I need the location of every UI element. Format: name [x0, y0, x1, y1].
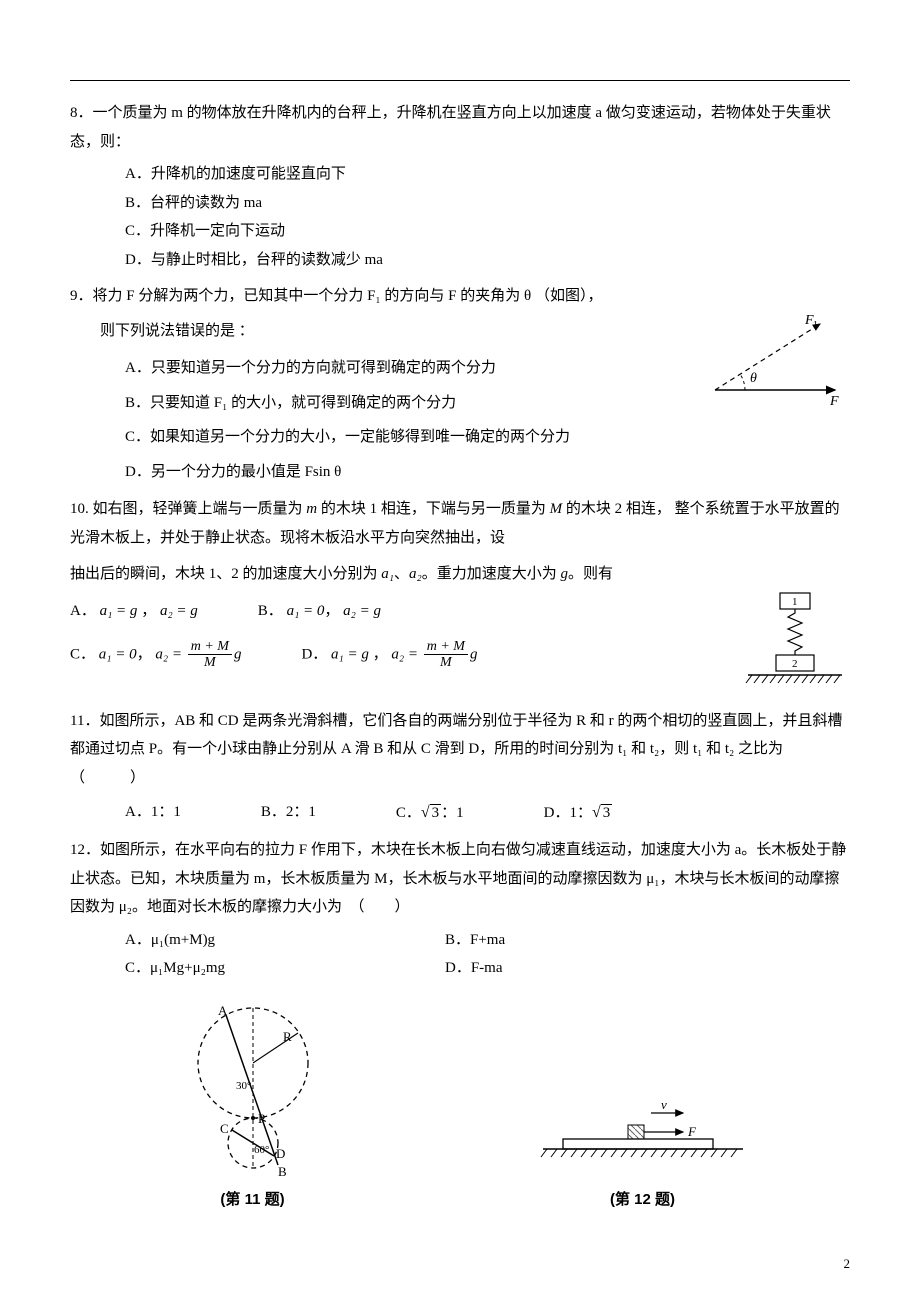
question-9: θ F 1 F 9．将力 F 分解为两个力，已知其中一个分力 F₁ 的方向与 F…: [70, 282, 850, 489]
q10c-c: ，: [137, 646, 152, 662]
question-8: 8．一个质量为 m 的物体放在升降机内的台秤上，升降机在竖直方向上以加速度 a …: [70, 99, 850, 274]
q10-opt-c: C． a₁ = 0， a₂ = m + MMg: [70, 639, 241, 671]
q9-figure: θ F 1 F: [700, 312, 850, 412]
q11c-rad: 3: [430, 804, 442, 821]
q10-m: m: [306, 501, 317, 517]
svg-text:R: R: [283, 1029, 292, 1044]
q11-opt-d: D．1： 3: [544, 798, 613, 828]
q9-stem1: 9．将力 F 分解为两个力，已知其中一个分力 F₁ 的方向与 F 的夹角为 θ …: [70, 282, 850, 311]
q10a-pre: A．: [70, 603, 96, 619]
q10b-a1: a₁ = 0: [287, 603, 325, 619]
caption-12: (第 12 题): [533, 1188, 753, 1209]
q10b-pre: B．: [258, 603, 283, 619]
q11-figure-block: A B C D P R 30° 60° (第 11 题): [168, 993, 338, 1209]
q12-figure-block: v F (第 12 题): [533, 1093, 753, 1209]
q10-l1b: 的木块 1 相连，下端与另一质量为: [317, 501, 550, 517]
q10b-c: ，: [324, 603, 339, 619]
svg-text:A: A: [218, 1003, 228, 1018]
q8-opt-c: C．升降机一定向下运动: [125, 217, 850, 246]
q10-l1a: 10. 如右图，轻弹簧上端与一质量为: [70, 501, 306, 517]
q10-opt-b: B． a₁ = 0， a₂ = g: [258, 597, 381, 626]
svg-text:1: 1: [792, 596, 798, 608]
q10c-pre: C．: [70, 646, 95, 662]
question-11: 11．如图所示，AB 和 CD 是两条光滑斜槽，它们各自的两端分别位于半径为 R…: [70, 707, 850, 829]
q10a-c: ，: [137, 603, 156, 619]
q10-l1c: 的木块 2 相连，: [562, 501, 671, 517]
q8-options: A．升降机的加速度可能竖直向下 B．台秤的读数为 ma C．升降机一定向下运动 …: [70, 160, 850, 274]
q12-opt-b: B．F+ma: [445, 926, 505, 955]
svg-text:P: P: [258, 1111, 265, 1126]
q10d-num: m + M: [424, 639, 468, 655]
svg-text:θ: θ: [750, 371, 757, 386]
q10c-g: g: [234, 646, 242, 662]
q8-opt-a: A．升降机的加速度可能竖直向下: [125, 160, 850, 189]
top-rule: [70, 80, 850, 81]
svg-text:2: 2: [792, 658, 798, 670]
q10-options: A． a₁ = g ， a₂ = g B． a₁ = 0， a₂ = g C． …: [70, 597, 850, 671]
q8-stem: 8．一个质量为 m 的物体放在升降机内的台秤上，升降机在竖直方向上以加速度 a …: [70, 99, 850, 156]
q11-opt-b: B．2：1: [261, 798, 316, 828]
svg-text:F: F: [829, 394, 839, 407]
svg-text:v: v: [661, 1097, 667, 1112]
q8-opt-b: B．台秤的读数为 ma: [125, 189, 850, 218]
svg-text:D: D: [276, 1146, 285, 1161]
q10c-den: M: [188, 655, 232, 670]
q9-opt-c: C．如果知道另一个分力的大小，一定能够得到唯一确定的两个分力: [125, 420, 850, 455]
q12-options: A．μ₁(m+M)g B．F+ma C．μ₁Mg+μ₂mg D．F-ma: [70, 926, 850, 983]
q12-opt-a: A．μ₁(m+M)g: [125, 926, 445, 955]
caption-11: (第 11 题): [168, 1188, 338, 1209]
q11c-pre: C．: [396, 805, 421, 821]
q10b-a2: a₂ = g: [343, 603, 381, 619]
q11-opt-c: C． 3：1: [396, 798, 464, 828]
q12-figure: v F: [533, 1093, 753, 1183]
q10-sep: 、: [394, 566, 409, 582]
q10-M: M: [550, 501, 563, 517]
q10c-a1: a₁ = 0: [99, 646, 137, 662]
q11-stem: 11．如图所示，AB 和 CD 是两条光滑斜槽，它们各自的两端分别位于半径为 R…: [70, 707, 850, 793]
q10-stem2: 抽出后的瞬间，木块 1、2 的加速度大小分别为 a₁、a₂。重力加速度大小为 g…: [70, 560, 850, 589]
q10-figure: 1 2: [740, 587, 850, 697]
q10-g: g: [560, 566, 568, 582]
figures-row: A B C D P R 30° 60° (第 11 题): [70, 993, 850, 1209]
q12-stem: 12．如图所示，在水平向右的拉力 F 作用下，木块在长木板上向右做匀减速直线运动…: [70, 836, 850, 922]
q11-options: A．1：1 B．2：1 C．3：1 D．1：3: [70, 798, 850, 828]
q9-opt-d: D．另一个分力的最小值是 Fsin θ: [125, 455, 850, 490]
svg-text:1: 1: [813, 320, 818, 331]
question-12: 12．如图所示，在水平向右的拉力 F 作用下，木块在长木板上向右做匀减速直线运动…: [70, 836, 850, 983]
q10c-lhs: a₂ =: [155, 646, 185, 662]
svg-text:C: C: [220, 1121, 229, 1136]
q10-stem: 10. 如右图，轻弹簧上端与一质量为 m 的木块 1 相连，下端与另一质量为 M…: [70, 495, 850, 552]
q10d-pre: D．: [301, 646, 327, 662]
q10-opt-d: D． a₁ = g ， a₂ = m + MMg: [301, 639, 477, 671]
q12-opt-d: D．F-ma: [445, 954, 503, 983]
q10d-g: g: [470, 646, 478, 662]
q10a-a1: a₁ = g: [100, 603, 138, 619]
q11d-rad: 3: [601, 804, 613, 821]
q10-l3b: 。重力加速度大小为: [422, 566, 561, 582]
page-number: 2: [844, 1256, 851, 1272]
svg-text:B: B: [278, 1164, 287, 1179]
q11-opt-a: A．1：1: [125, 798, 181, 828]
svg-text:30°: 30°: [236, 1080, 251, 1092]
svg-text:60°: 60°: [254, 1144, 269, 1156]
q10d-c: ，: [369, 646, 388, 662]
q10-opt-a: A． a₁ = g ， a₂ = g: [70, 597, 198, 626]
q10d-lhs: a₂ =: [391, 646, 421, 662]
q10-l3c: 。则有: [568, 566, 613, 582]
question-10: 10. 如右图，轻弹簧上端与一质量为 m 的木块 1 相连，下端与另一质量为 M…: [70, 495, 850, 697]
q11-figure: A B C D P R 30° 60°: [168, 993, 338, 1183]
svg-text:F: F: [687, 1124, 697, 1139]
q10a-a2: a₂ = g: [160, 603, 198, 619]
q8-opt-d: D．与静止时相比，台秤的读数减少 ma: [125, 246, 850, 275]
q12-opt-c: C．μ₁Mg+μ₂mg: [125, 954, 445, 983]
q10-a2: a₂: [409, 566, 422, 582]
q10-l3a: 抽出后的瞬间，木块 1、2 的加速度大小分别为: [70, 566, 378, 582]
q10d-den: M: [424, 655, 468, 670]
q10-a1: a₁: [381, 566, 394, 582]
q11d-pre: D．1：: [544, 805, 592, 821]
q11c-post: ：1: [441, 805, 464, 821]
q10d-a1: a₁ = g: [331, 646, 369, 662]
q10c-num: m + M: [188, 639, 232, 655]
